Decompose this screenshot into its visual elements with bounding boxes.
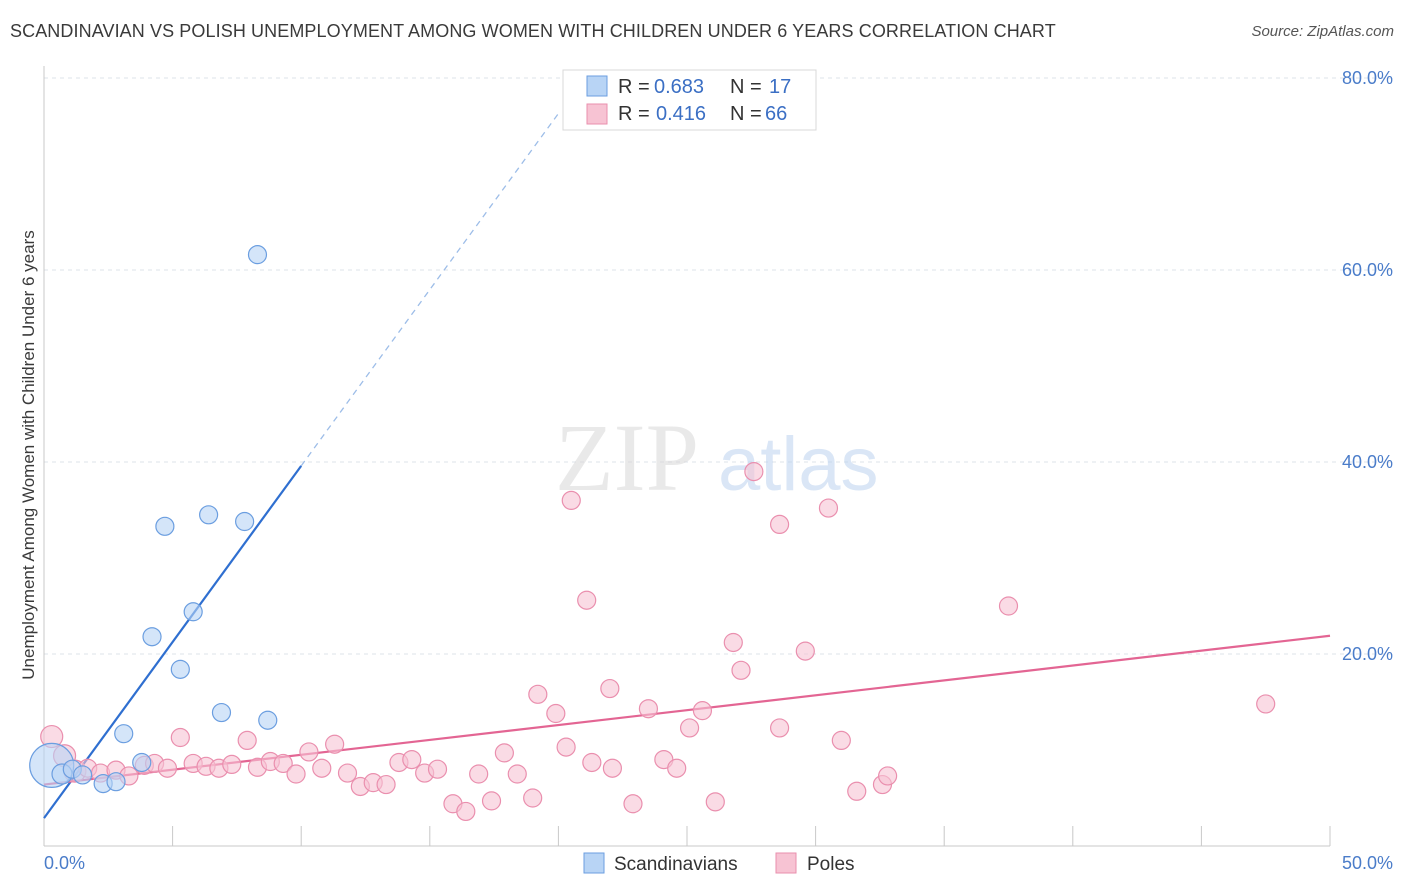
data-point-scandinavians (183, 602, 203, 622)
data-point-poles (744, 462, 764, 482)
legend-n-value-1: 66 (765, 103, 787, 125)
data-point-scandinavians (247, 245, 268, 265)
data-point-poles (427, 759, 448, 779)
data-point-poles (494, 743, 514, 763)
data-point-poles (723, 632, 743, 653)
data-point-scandinavians (155, 516, 175, 536)
y-tick-label: 40.0% (1342, 452, 1393, 472)
data-point-scandinavians (132, 752, 152, 773)
data-point-poles (600, 678, 620, 699)
legend-r-value-0: 0.683 (654, 76, 704, 98)
watermark: ZIP atlas (555, 404, 879, 511)
data-point-poles (623, 794, 643, 814)
y-axis-title: Unemployment Among Women with Children U… (19, 230, 38, 679)
bottom-legend: Scandinavians Poles (583, 852, 855, 875)
data-point-poles (237, 730, 257, 751)
chart-title: SCANDINAVIAN VS POLISH UNEMPLOYMENT AMON… (10, 21, 1056, 41)
data-point-scandinavians (142, 627, 162, 647)
data-point-poles (337, 763, 358, 783)
legend-swatch-poles (586, 103, 608, 125)
data-point-poles (561, 490, 581, 510)
y-tick-label: 20.0% (1342, 644, 1393, 664)
data-point-poles (222, 754, 242, 775)
y-tick-label: 80.0% (1342, 68, 1393, 88)
data-point-scandinavians (258, 710, 278, 730)
data-point-poles (582, 752, 602, 773)
source-label: Source: ZipAtlas.com (1251, 23, 1394, 40)
bottom-legend-swatch-scandinavians (583, 852, 605, 874)
bottom-legend-label-scandinavians: Scandinavians (614, 854, 738, 875)
data-point-poles (469, 764, 489, 784)
data-point-poles (402, 749, 422, 770)
data-point-poles (602, 758, 623, 778)
data-point-poles (692, 701, 713, 721)
y-tick-label: 60.0% (1342, 260, 1393, 280)
data-point-poles (679, 718, 700, 738)
data-point-poles (170, 727, 190, 748)
legend-n-label-0: N = (730, 76, 762, 98)
data-point-scandinavians (170, 659, 190, 679)
data-point-poles (847, 781, 867, 801)
legend-r-value-1: 0.416 (656, 103, 706, 125)
x-tick-label-min: 0.0% (44, 853, 85, 873)
data-point-scandinavians (235, 511, 255, 532)
bottom-legend-label-poles: Poles (807, 854, 855, 875)
data-point-poles (577, 590, 597, 610)
data-point-poles (546, 703, 566, 724)
watermark-atlas: atlas (718, 422, 879, 507)
data-point-poles (731, 660, 751, 680)
data-point-poles (286, 764, 306, 784)
bottom-legend-swatch-poles (775, 852, 797, 874)
legend-n-label-1: N = (730, 103, 762, 125)
grid-lines (44, 77, 1392, 655)
data-point-scandinavians (106, 772, 126, 792)
data-point-poles (507, 764, 527, 784)
data-point-poles (878, 766, 898, 786)
data-point-poles (998, 596, 1019, 616)
data-point-poles (299, 742, 319, 762)
data-point-scandinavians (211, 702, 232, 723)
legend-n-value-0: 17 (769, 76, 791, 98)
data-point-poles (638, 699, 659, 719)
legend-swatch-scandinavians (586, 75, 608, 97)
data-point-poles (769, 718, 790, 738)
data-point-poles (831, 730, 851, 751)
data-point-poles (769, 514, 790, 535)
data-point-poles (795, 641, 815, 661)
legend-r-label-0: R = (618, 76, 650, 98)
data-point-poles (528, 684, 548, 704)
data-point-poles (667, 758, 687, 778)
y-tick-labels: 20.0% 40.0% 60.0% 80.0% (1342, 68, 1393, 664)
data-point-poles (705, 792, 725, 812)
axes (43, 66, 1331, 847)
data-point-poles (481, 791, 502, 811)
data-points (29, 245, 1276, 822)
x-tick-label-max: 50.0% (1342, 853, 1393, 873)
data-point-scandinavians (199, 505, 219, 525)
data-point-poles (456, 801, 476, 822)
watermark-zip: ZIP (555, 404, 699, 511)
trend-line-scandinavians-extension (300, 113, 559, 467)
data-point-scandinavians (72, 765, 93, 785)
data-point-scandinavians (114, 724, 134, 744)
data-point-poles (312, 758, 332, 778)
legend-r-label-1: R = (618, 103, 650, 125)
data-point-poles (325, 734, 345, 754)
data-point-poles (818, 498, 839, 518)
legend: R = 0.683 N = 17 R = 0.416 N = 66 (562, 69, 817, 131)
data-point-poles (376, 774, 396, 795)
data-point-poles (273, 753, 293, 774)
data-point-poles (523, 788, 543, 808)
data-point-poles (1256, 694, 1276, 714)
data-point-poles (157, 758, 178, 778)
data-point-poles (556, 737, 576, 757)
